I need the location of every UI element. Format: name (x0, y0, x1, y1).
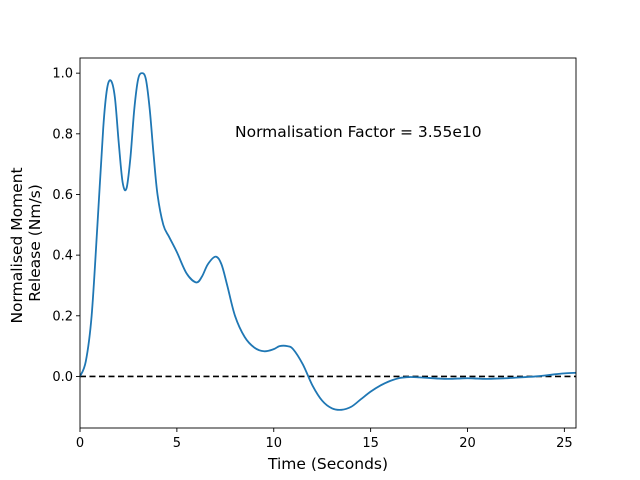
x-tick-label: 20 (459, 436, 476, 451)
y-tick-label: 0.8 (52, 127, 73, 142)
plot-frame (79, 57, 577, 429)
x-tick-label: 15 (362, 436, 379, 451)
annotation-text: Normalisation Factor = 3.55e10 (235, 123, 482, 141)
y-axis-title-line-1: Normalised Moment (8, 167, 26, 323)
y-axis-title-line-2: Release (Nm/s) (26, 184, 44, 302)
x-tick-label: 10 (265, 436, 282, 451)
x-axis-title: Time (Seconds) (267, 455, 388, 473)
plot-area (80, 58, 576, 428)
x-tick-label: 0 (76, 436, 84, 451)
x-ticks: 0 5 10 15 20 25 (76, 428, 573, 451)
series-line (79, 72, 577, 411)
y-tick-label: 0.0 (52, 370, 73, 385)
y-axis-title: Normalised Moment Release (Nm/s) (8, 162, 44, 323)
y-tick-label: 0.6 (52, 188, 73, 203)
y-ticks: 0.0 0.2 0.4 0.6 0.8 1.0 (52, 67, 80, 385)
x-tick-label: 5 (173, 436, 181, 451)
y-tick-label: 0.2 (52, 309, 73, 324)
x-tick-label: 25 (556, 436, 573, 451)
y-tick-label: 1.0 (52, 67, 73, 82)
y-tick-label: 0.4 (52, 249, 73, 264)
